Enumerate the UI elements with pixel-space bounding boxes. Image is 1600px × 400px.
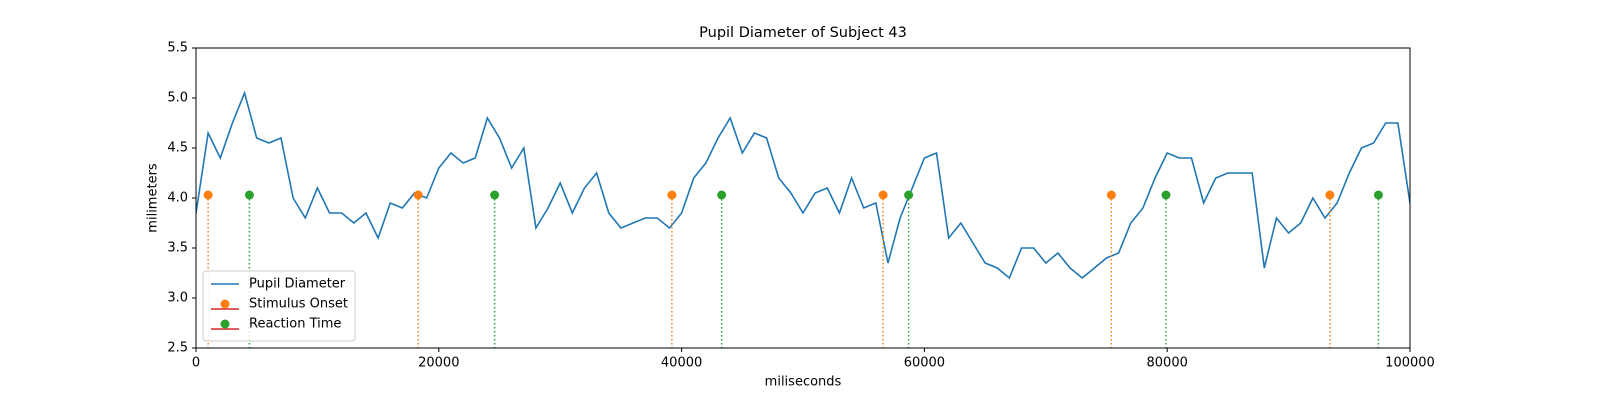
x-tick-label: 60000	[904, 356, 945, 371]
x-tick-label: 100000	[1385, 356, 1435, 371]
x-axis-label: miliseconds	[765, 375, 842, 390]
x-tick-label: 80000	[1147, 356, 1188, 371]
x-tick-label: 40000	[661, 356, 702, 371]
legend-label: Stimulus Onset	[249, 297, 348, 312]
stem-marker	[203, 190, 213, 200]
legend-box	[202, 270, 356, 342]
stem-marker	[1161, 190, 1171, 200]
legend-label: Pupil Diameter	[249, 277, 346, 292]
x-tick-label: 20000	[418, 356, 459, 371]
stem-marker	[878, 190, 888, 200]
legend-label: Reaction Time	[249, 317, 341, 332]
y-tick-label: 4.5	[167, 141, 188, 156]
stem-marker	[1106, 190, 1116, 200]
stem-marker	[667, 190, 677, 200]
y-tick-label: 4.0	[167, 191, 188, 206]
stem-marker	[490, 190, 500, 200]
stem-marker	[244, 190, 254, 200]
y-tick-label: 2.5	[167, 341, 188, 356]
plot-area	[196, 90, 1410, 348]
y-axis-label: milimeters	[146, 163, 161, 233]
x-tick-label: 0	[192, 356, 200, 371]
legend-marker	[220, 319, 230, 329]
y-tick-label: 5.0	[167, 91, 188, 106]
data-line	[196, 90, 1410, 280]
y-tick-label: 3.0	[167, 291, 188, 306]
stem-marker	[1373, 190, 1383, 200]
y-tick-label: 5.5	[167, 41, 188, 56]
stem-marker	[1325, 190, 1335, 200]
y-tick-label: 3.5	[167, 241, 188, 256]
stem-marker	[904, 190, 914, 200]
legend-marker	[220, 299, 230, 309]
chart-title: Pupil Diameter of Subject 43	[699, 25, 907, 41]
stem-marker	[413, 190, 423, 200]
stem-marker	[717, 190, 727, 200]
